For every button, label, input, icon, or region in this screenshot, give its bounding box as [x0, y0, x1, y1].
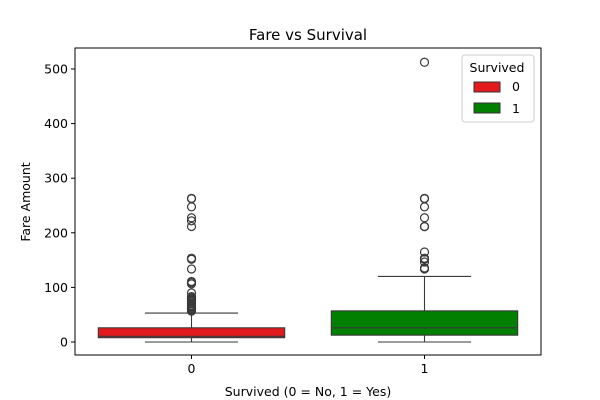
y-axis: 0 100 200 300 400 500 [44, 62, 75, 350]
legend-title: Survived [470, 60, 525, 75]
boxes-layer [97, 57, 519, 343]
y-axis-label: Fare Amount [18, 162, 33, 241]
plot-frame [74, 47, 542, 356]
outlier-point [419, 57, 430, 67]
legend-swatch-1 [473, 102, 501, 114]
outlier-point [186, 253, 197, 263]
outlier-point [419, 213, 430, 223]
y-tick-label: 100 [44, 280, 68, 295]
outlier-point [419, 221, 430, 232]
outlier-point [419, 202, 430, 212]
x-tick-label: 1 [421, 361, 429, 376]
legend-swatch-0 [473, 81, 501, 93]
outlier-point [186, 202, 197, 212]
box-0 [97, 193, 286, 343]
outlier-point [419, 253, 430, 263]
outlier-point [186, 288, 197, 298]
legend-label-1: 1 [512, 101, 520, 116]
legend: Survived 0 1 [461, 54, 535, 123]
outlier-point [419, 247, 430, 257]
box-1 [330, 57, 519, 343]
box-body [330, 310, 519, 336]
outlier-point [419, 193, 430, 204]
outlier-point [186, 291, 197, 302]
outlier-point [186, 213, 197, 223]
y-tick-label: 400 [44, 116, 68, 131]
outlier-point [186, 193, 197, 204]
y-tick-label: 0 [60, 335, 68, 350]
y-tick-label: 500 [44, 62, 68, 77]
outlier-point [419, 257, 430, 267]
outlier-point [186, 276, 197, 287]
y-tick-label: 300 [44, 171, 68, 186]
outlier-point [186, 216, 197, 226]
outlier-point [419, 263, 430, 273]
x-tick-label: 0 [188, 361, 196, 376]
chart-title: Fare vs Survival [249, 26, 367, 44]
y-tick-label: 200 [44, 225, 68, 240]
box-body [97, 327, 286, 339]
x-axis-label: Survived (0 = No, 1 = Yes) [225, 384, 392, 399]
legend-label-0: 0 [512, 79, 520, 94]
outlier-point [186, 221, 197, 232]
outlier-point [186, 264, 197, 274]
